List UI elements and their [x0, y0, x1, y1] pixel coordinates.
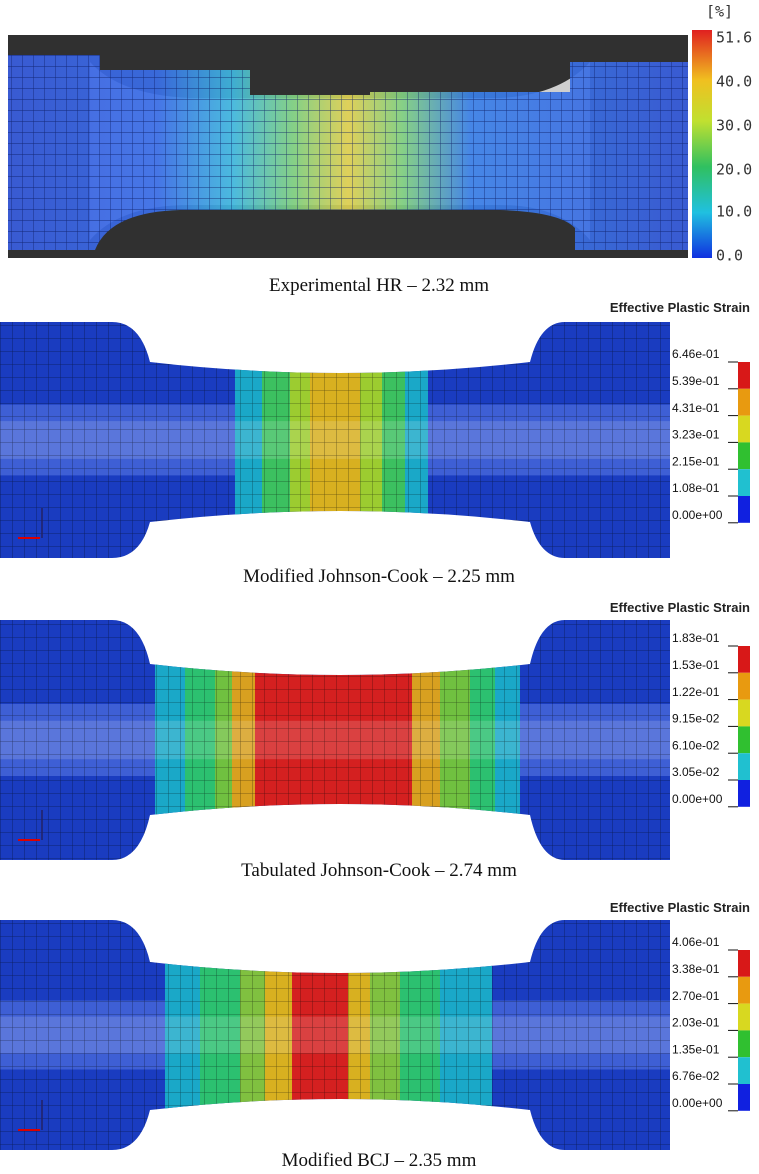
legend-label: 2.15e-01 — [672, 454, 720, 468]
colorbar-segment — [738, 1057, 750, 1084]
colorbar-segment — [738, 726, 750, 753]
simulation-panel: Effective Plastic Strain 6.46e-01 5.39e-01… — [0, 300, 750, 587]
contour — [0, 920, 670, 1150]
legend-label: 3.05e-02 — [672, 765, 720, 779]
contour — [0, 620, 670, 860]
colorbar-segment — [738, 1084, 750, 1111]
dic-legend: [%] 51.6 40.0 30.0 20.0 10.0 0.0 — [706, 3, 752, 265]
caption: Experimental HR – 2.32 mm — [269, 275, 489, 296]
legend-label: 2.70e-01 — [672, 989, 720, 1003]
legend-label: 1.35e-01 — [672, 1042, 720, 1056]
figure: [%] 51.6 40.0 30.0 20.0 10.0 0.0 Experimental… — [0, 0, 759, 1174]
legend-label: 6.46e-01 — [672, 347, 720, 361]
legend-label: 30.0 — [716, 117, 752, 135]
colorbar-segment — [738, 753, 750, 780]
legend-title: Effective Plastic Strain — [610, 900, 750, 915]
legend-label: 1.83e-01 — [672, 631, 720, 645]
legend-label: 4.31e-01 — [672, 401, 720, 415]
legend-label: 20.0 — [716, 161, 752, 179]
legend-label: 2.03e-01 — [672, 1016, 720, 1030]
legend-label: 6.10e-02 — [672, 738, 720, 752]
colorbar-segment — [738, 362, 750, 389]
caption: Tabulated Johnson-Cook – 2.74 mm — [241, 860, 517, 881]
legend-label: 4.06e-01 — [672, 935, 720, 949]
colorbar-segment — [738, 977, 750, 1004]
legend-label: 3.38e-01 — [672, 962, 720, 976]
legend-label: 1.22e-01 — [672, 685, 720, 699]
colorbar-segment — [738, 496, 750, 523]
colorbar-segment — [738, 1004, 750, 1031]
legend-label: 51.6 — [716, 29, 752, 47]
legend-title: [%] — [706, 3, 733, 21]
simulation-panel: Effective Plastic Strain 1.83e-01 1.53e-01… — [0, 600, 750, 881]
caption: Modified Johnson-Cook – 2.25 mm — [243, 566, 515, 587]
contour — [0, 322, 670, 558]
legend-label: 1.53e-01 — [672, 658, 720, 672]
colorbar-segment — [738, 442, 750, 469]
legend-title: Effective Plastic Strain — [610, 600, 750, 615]
legend-label: 0.00e+00 — [672, 1096, 723, 1110]
legend-label: 0.00e+00 — [672, 792, 723, 806]
colorbar-segment — [738, 700, 750, 727]
simulation-panel: Effective Plastic Strain 4.06e-01 3.38e-01… — [0, 900, 750, 1171]
colorbar-segment — [738, 646, 750, 673]
colorbar-segment — [738, 469, 750, 496]
colorbar-segment — [738, 780, 750, 807]
colorbar-segment — [738, 389, 750, 416]
legend-label: 0.0 — [716, 247, 743, 265]
mesh — [0, 620, 670, 860]
legend-label: 5.39e-01 — [672, 374, 720, 388]
colorbar-segment — [738, 673, 750, 700]
caption: Modified BCJ – 2.35 mm — [282, 1150, 477, 1171]
legend-label: 10.0 — [716, 203, 752, 221]
legend-label: 0.00e+00 — [672, 508, 723, 522]
legend-label: 40.0 — [716, 73, 752, 91]
mesh — [0, 322, 670, 558]
legend-label: 3.23e-01 — [672, 428, 720, 442]
legend-label: 6.76e-02 — [672, 1069, 720, 1083]
legend-label: 1.08e-01 — [672, 481, 720, 495]
legend-label: 9.15e-02 — [672, 712, 720, 726]
colorbar-segment — [738, 1030, 750, 1057]
dic-image — [8, 30, 712, 258]
legend-title: Effective Plastic Strain — [610, 300, 750, 315]
colorbar-segment — [738, 416, 750, 443]
mesh — [0, 920, 670, 1150]
colorbar-segment — [738, 950, 750, 977]
